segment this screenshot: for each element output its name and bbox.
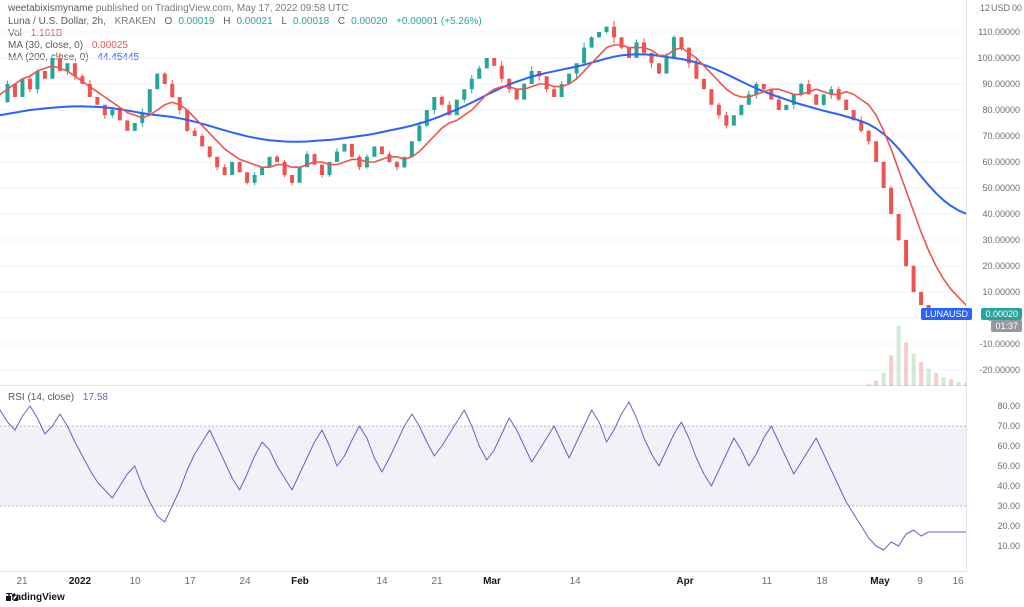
time-label: Mar <box>483 576 501 587</box>
time-label: 16 <box>952 576 963 587</box>
price-tick: 90.00000 <box>982 79 1020 89</box>
price-tick: -20.00000 <box>979 365 1020 375</box>
time-label: 14 <box>376 576 387 587</box>
price-tick: 40.00000 <box>982 209 1020 219</box>
time-label: 9 <box>917 576 923 587</box>
price-tick: 80.00000 <box>982 105 1020 115</box>
countdown-badge: 01:37 <box>991 320 1022 332</box>
price-value-badge: 0.00020 <box>981 308 1022 320</box>
price-tick: 100.00000 <box>977 53 1020 63</box>
symbol-badge: LUNAUSD <box>921 308 972 320</box>
time-label: Feb <box>291 576 309 587</box>
price-tick: -10.00000 <box>979 339 1020 349</box>
time-label: May <box>870 576 889 587</box>
rsi-tick: 70.00 <box>997 421 1020 431</box>
tradingview-logo[interactable]: TradingView <box>6 592 65 603</box>
rsi-tick: 80.00 <box>997 401 1020 411</box>
time-label: 17 <box>184 576 195 587</box>
rsi-tick: 10.00 <box>997 541 1020 551</box>
price-tick: 20.00000 <box>982 261 1020 271</box>
time-label: 14 <box>569 576 580 587</box>
time-label: 10 <box>129 576 140 587</box>
price-tick: 50.00000 <box>982 183 1020 193</box>
price-tick: 70.00000 <box>982 131 1020 141</box>
price-tick: 10.00000 <box>982 287 1020 297</box>
tv-icon <box>6 592 18 604</box>
axis-unit-usd: USD <box>991 3 1010 13</box>
rsi-tick: 60.00 <box>997 441 1020 451</box>
time-label: 24 <box>239 576 250 587</box>
time-axis[interactable]: 21 2022 10 17 24 Feb 14 21 Mar 14 Apr 11 18 May 9 16 <box>0 572 966 607</box>
rsi-chart-svg <box>0 386 966 572</box>
rsi-tick: 50.00 <box>997 461 1020 471</box>
time-label: 2022 <box>69 576 91 587</box>
time-label: Apr <box>676 576 693 587</box>
price-tick: 60.00000 <box>982 157 1020 167</box>
rsi-tick: 30.00 <box>997 501 1020 511</box>
axis-unit-extra: 00 <box>1012 3 1022 13</box>
price-pane[interactable] <box>0 0 966 386</box>
price-tick: 110.00000 <box>978 27 1020 37</box>
time-label: 21 <box>431 576 442 587</box>
rsi-pane[interactable]: RSI (14, close) 17.58 <box>0 386 966 572</box>
rsi-y-axis[interactable]: 80.00 70.00 60.00 50.00 40.00 30.00 20.00 10.00 <box>966 386 1024 572</box>
time-label: 18 <box>816 576 827 587</box>
rsi-tick: 20.00 <box>997 521 1020 531</box>
time-label: 11 <box>762 576 772 587</box>
chart-root: weetabixismyname published on TradingVie… <box>0 0 1024 607</box>
price-tick: 30.00000 <box>982 235 1020 245</box>
price-chart-svg <box>0 0 966 386</box>
rsi-tick: 40.00 <box>997 481 1020 491</box>
price-y-axis[interactable]: 12 USD 00 110.00000 100.00000 90.00000 80.0… <box>966 0 1024 386</box>
axis-unit-left: 12 <box>980 3 990 13</box>
time-label: 21 <box>16 576 27 587</box>
